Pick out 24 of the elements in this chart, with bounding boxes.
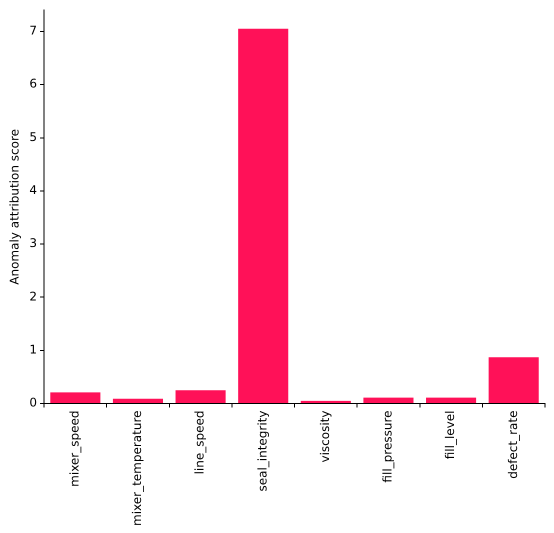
bar — [426, 398, 476, 403]
x-tick-label: fill_pressure — [380, 410, 395, 483]
x-tick-label: line_speed — [192, 410, 207, 474]
y-tick-label: 1 — [29, 342, 38, 356]
y-tick-label: 5 — [29, 130, 38, 144]
bar — [176, 390, 226, 403]
bar — [50, 392, 100, 403]
y-axis-title: Anomaly attribution score — [7, 128, 22, 285]
y-tick-label: 4 — [29, 183, 38, 198]
x-tick-label: viscosity — [318, 410, 332, 463]
x-tick-label: mixer_temperature — [130, 410, 144, 526]
bar — [238, 28, 288, 403]
x-tick-label: mixer_speed — [67, 410, 82, 487]
y-tick-label: 0 — [29, 396, 38, 410]
bar — [112, 398, 164, 403]
x-tick-label: defect_rate — [506, 410, 520, 479]
x-tick-label: fill_level — [443, 410, 458, 460]
y-tick-label: 3 — [29, 236, 38, 250]
bar — [488, 357, 539, 403]
y-tick-label: 2 — [29, 289, 38, 304]
x-tick-label: seal_integrity — [255, 410, 270, 492]
y-tick-label: 7 — [29, 24, 38, 38]
y-tick-label: 6 — [29, 76, 38, 91]
bar — [363, 398, 414, 403]
